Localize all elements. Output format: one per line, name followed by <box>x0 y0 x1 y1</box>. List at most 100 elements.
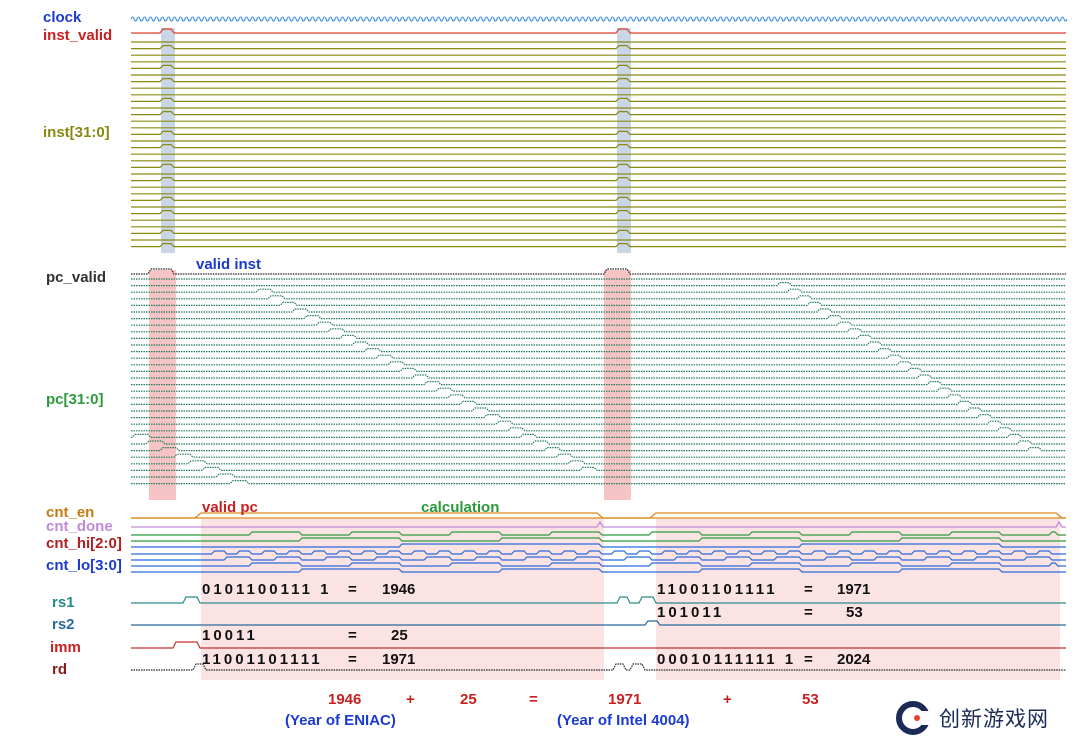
inst-bit-trace-29 <box>131 229 1066 234</box>
pc-bit-trace-27 <box>131 453 1066 458</box>
annotation-valid-inst: valid inst <box>196 256 262 273</box>
cx-logo-icon <box>896 701 931 735</box>
pc-bit-trace-9 <box>131 334 1066 339</box>
inst-valid-trace <box>131 28 1066 34</box>
pc-bit-trace-2 <box>131 288 1066 293</box>
pc-bit-trace-3 <box>131 295 1066 300</box>
pc-bit-trace-24 <box>131 433 1066 438</box>
pc-bit-trace-26 <box>131 447 1066 452</box>
signal-label-rs1: rs1 <box>52 594 75 611</box>
rd-trace <box>131 663 1066 671</box>
pc-bit-trace-16 <box>131 381 1066 386</box>
pc-bit-trace-25 <box>131 440 1066 445</box>
inst-bit-trace-31 <box>131 243 1066 248</box>
rs2-bits-right: 101011 <box>657 604 725 621</box>
cnt-lo-trace-0 <box>131 550 1066 555</box>
pc-bit-trace-19 <box>131 400 1066 405</box>
equation-plus-1: + <box>406 691 415 708</box>
cnt-en-level <box>131 512 1066 519</box>
annotation-calculation: calculation <box>421 499 500 516</box>
equation-result: 1971 <box>608 691 642 708</box>
equation-operand-b: 25 <box>460 691 477 708</box>
imm-trace <box>131 641 1066 649</box>
pc-bit-trace-10 <box>131 341 1066 346</box>
inst-bit-trace-19 <box>131 163 1066 168</box>
rd-equals-right: = <box>804 651 813 668</box>
inst-bit-trace-6 <box>131 78 1066 83</box>
inst-bit-trace-1 <box>131 45 1066 50</box>
pc-bit-trace-14 <box>131 367 1066 372</box>
inst-bit-trace-16 <box>131 144 1066 149</box>
signal-label-cnt-en: cnt_en <box>46 504 95 521</box>
pc-bit-trace-5 <box>131 308 1066 313</box>
pc-bit-trace-29 <box>131 466 1066 471</box>
rd-value-left: 1971 <box>382 651 416 668</box>
rs1-trace <box>131 596 1066 604</box>
pc-bit-trace-6 <box>131 315 1066 320</box>
pc-bit-trace-22 <box>131 420 1066 425</box>
signal-label-imm: imm <box>50 639 81 656</box>
rs1-equals-left: = <box>348 581 357 598</box>
signal-label-cnt-lo: cnt_lo[3:0] <box>46 557 122 574</box>
imm-value-left: 25 <box>391 627 408 644</box>
cnt-lo-trace-2 <box>131 562 1066 567</box>
pc-bit-trace-23 <box>131 427 1066 432</box>
cnt-hi-trace-2 <box>131 543 1066 548</box>
signal-label-rd: rd <box>52 661 67 678</box>
pc-bit-trace-7 <box>131 321 1066 326</box>
pc-bit-trace-1 <box>131 282 1066 287</box>
rs1-bits-right: 11001101111 <box>657 581 778 598</box>
rs1-value-left: 1946 <box>382 581 416 598</box>
signal-label-pc: pc[31:0] <box>46 391 104 408</box>
rs1-bits-left: 0101100111 1 <box>202 581 332 598</box>
cnt-lo-trace-3 <box>131 568 1066 573</box>
note-intel-4004: (Year of Intel 4004) <box>557 712 690 729</box>
cnt-done-trace <box>131 520 1066 528</box>
pc-bit-trace-31 <box>131 480 1066 485</box>
calc-region-2 <box>656 518 1060 680</box>
pc-bit-trace-8 <box>131 328 1066 333</box>
rs1-value-right: 1971 <box>837 581 871 598</box>
signal-label-inst-valid: inst_valid <box>43 27 113 44</box>
rs1-equals-right: = <box>804 581 813 598</box>
equation-operand-d: 53 <box>802 691 819 708</box>
pc-bit-trace-21 <box>131 414 1066 419</box>
equation-plus-2: + <box>723 691 732 708</box>
equation-operand-a: 1946 <box>328 691 362 708</box>
inst-bit-trace-11 <box>131 111 1066 116</box>
inst-bit-trace-4 <box>131 64 1066 69</box>
signal-traces <box>130 16 1068 671</box>
inst-bit-trace-26 <box>131 210 1066 215</box>
inst-bit-trace-14 <box>131 130 1066 135</box>
cnt-hi-trace-0 <box>131 531 1066 536</box>
rd-value-right: 2024 <box>837 651 871 668</box>
clock-trace <box>130 16 1068 22</box>
signal-label-cnt-hi: cnt_hi[2:0] <box>46 535 122 552</box>
inst-bit-trace-24 <box>131 196 1066 201</box>
cnt-hi-trace-1 <box>131 537 1066 542</box>
signal-label-pc-valid: pc_valid <box>46 269 107 286</box>
signal-label-inst: inst[31:0] <box>43 124 110 141</box>
rd-bits-left: 11001101111 <box>202 651 323 668</box>
pc-bit-trace-17 <box>131 387 1066 392</box>
calc-region-1 <box>201 518 604 680</box>
inst-bit-trace-21 <box>131 177 1066 182</box>
pc-bit-trace-20 <box>131 407 1066 412</box>
signal-label-rs2: rs2 <box>52 616 75 633</box>
annotation-valid-pc: valid pc <box>202 499 258 516</box>
site-logo: 创新游戏网 <box>895 700 1075 736</box>
pc-bit-trace-4 <box>131 301 1066 306</box>
cnt-lo-trace-1 <box>131 556 1066 561</box>
imm-bits-left: 10011 <box>202 627 258 644</box>
rs2-value-right: 53 <box>846 604 863 621</box>
highlight-regions <box>149 28 1060 680</box>
pc-bit-trace-11 <box>131 348 1066 353</box>
rs2-equals-right: = <box>804 604 813 621</box>
rs2-trace <box>131 620 1066 626</box>
equation-equals: = <box>529 691 538 708</box>
pc-bit-trace-28 <box>131 460 1066 465</box>
pc-valid-trace <box>131 268 1066 275</box>
signal-label-clock: clock <box>43 9 82 26</box>
pc-bit-trace-13 <box>131 361 1066 366</box>
